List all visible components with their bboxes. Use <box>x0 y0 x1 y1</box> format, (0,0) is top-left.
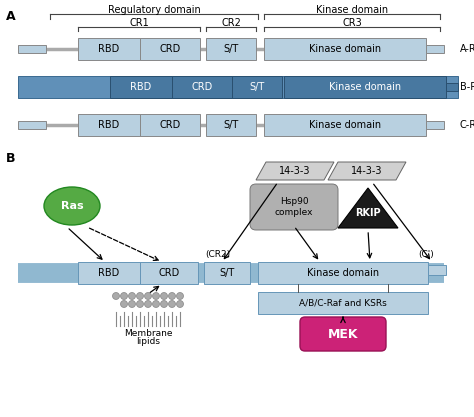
Bar <box>426 45 444 53</box>
Text: 14-3-3: 14-3-3 <box>279 166 311 176</box>
Text: CRD: CRD <box>159 120 181 130</box>
Text: Kinase domain: Kinase domain <box>329 82 401 92</box>
Circle shape <box>168 301 175 307</box>
Bar <box>140 262 198 284</box>
Bar <box>264 114 426 136</box>
Bar <box>78 114 140 136</box>
Bar <box>426 121 444 129</box>
Bar <box>284 76 446 98</box>
FancyBboxPatch shape <box>250 184 338 230</box>
Text: RBD: RBD <box>99 44 119 54</box>
Text: Kinase domain: Kinase domain <box>307 268 379 278</box>
Text: B-Raf: B-Raf <box>460 82 474 92</box>
Bar <box>172 76 232 98</box>
Bar <box>140 38 200 60</box>
Polygon shape <box>256 162 334 180</box>
Text: RBD: RBD <box>99 268 119 278</box>
Bar <box>206 38 256 60</box>
Circle shape <box>176 292 183 299</box>
Text: Ras: Ras <box>61 201 83 211</box>
Text: Kinase domain: Kinase domain <box>316 5 388 15</box>
Polygon shape <box>338 188 398 228</box>
Bar <box>258 292 428 314</box>
Circle shape <box>112 292 119 299</box>
Text: A-Raf: A-Raf <box>460 44 474 54</box>
Circle shape <box>153 292 159 299</box>
Text: lipids: lipids <box>136 337 160 347</box>
Bar <box>258 262 428 284</box>
Bar <box>206 114 256 136</box>
Circle shape <box>161 292 167 299</box>
Text: S/T: S/T <box>223 44 238 54</box>
Text: CR3: CR3 <box>342 18 362 28</box>
Text: CRD: CRD <box>158 268 180 278</box>
Polygon shape <box>328 162 406 180</box>
Bar <box>446 83 458 91</box>
Text: S/T: S/T <box>249 82 264 92</box>
Text: 14-3-3: 14-3-3 <box>351 166 383 176</box>
Text: CR1: CR1 <box>129 18 149 28</box>
Circle shape <box>120 301 128 307</box>
Bar <box>264 38 426 60</box>
FancyBboxPatch shape <box>300 317 386 351</box>
Text: RBD: RBD <box>130 82 152 92</box>
Circle shape <box>120 292 128 299</box>
Circle shape <box>145 292 152 299</box>
Text: S/T: S/T <box>219 268 235 278</box>
Text: Kinase domain: Kinase domain <box>309 120 381 130</box>
Bar <box>18 76 458 98</box>
Circle shape <box>145 301 152 307</box>
Bar <box>78 262 140 284</box>
Text: S/T: S/T <box>223 120 238 130</box>
Text: Membrane: Membrane <box>124 329 172 339</box>
Text: (C'): (C') <box>418 249 434 259</box>
Text: (CR2): (CR2) <box>205 249 230 259</box>
Circle shape <box>168 292 175 299</box>
Circle shape <box>128 292 136 299</box>
Text: C-Raf: C-Raf <box>460 120 474 130</box>
Bar <box>78 38 140 60</box>
Text: Kinase domain: Kinase domain <box>309 44 381 54</box>
Circle shape <box>176 301 183 307</box>
Text: RKIP: RKIP <box>355 208 381 218</box>
Bar <box>140 114 200 136</box>
Circle shape <box>137 292 144 299</box>
Text: CRD: CRD <box>191 82 213 92</box>
Circle shape <box>161 301 167 307</box>
Text: CR2: CR2 <box>221 18 241 28</box>
Bar <box>232 76 282 98</box>
Bar <box>204 262 250 284</box>
Text: Regulatory domain: Regulatory domain <box>108 5 201 15</box>
Text: CRD: CRD <box>159 44 181 54</box>
Bar <box>428 265 446 275</box>
Text: A: A <box>6 10 16 23</box>
Text: B: B <box>6 152 16 165</box>
Text: A/B/C-Raf and KSRs: A/B/C-Raf and KSRs <box>299 299 387 307</box>
Circle shape <box>153 301 159 307</box>
Text: MEK: MEK <box>328 327 358 341</box>
Circle shape <box>128 301 136 307</box>
Text: RBD: RBD <box>99 120 119 130</box>
Bar <box>18 121 46 129</box>
Bar <box>18 45 46 53</box>
Text: Hsp90
complex: Hsp90 complex <box>275 197 313 217</box>
Ellipse shape <box>44 187 100 225</box>
Bar <box>110 76 172 98</box>
Circle shape <box>137 301 144 307</box>
